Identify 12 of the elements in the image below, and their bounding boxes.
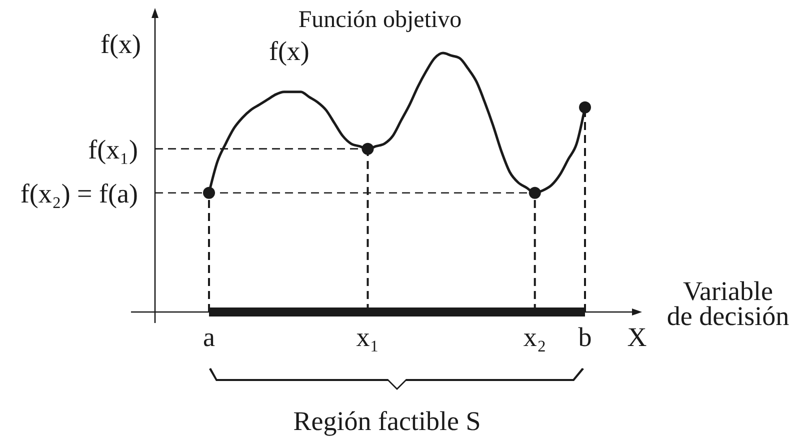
chart-title: Función objetivo	[298, 7, 462, 33]
text: Región factible S	[293, 406, 481, 436]
series-label: f(x)	[268, 36, 310, 66]
x-tick-label: b	[578, 322, 592, 352]
y-axis-title: f(x)	[100, 29, 141, 59]
text: Variable de decisión	[666, 276, 790, 331]
x-tick-label: a	[203, 322, 216, 352]
x-tick-label: x₂	[523, 322, 546, 352]
x-tick-label: x₁	[356, 322, 380, 352]
ref-line-label: f(x₂) = f(a)	[20, 178, 138, 208]
x-axis-title: X	[627, 322, 648, 352]
ref-line-label: f(x₁)	[88, 134, 138, 164]
